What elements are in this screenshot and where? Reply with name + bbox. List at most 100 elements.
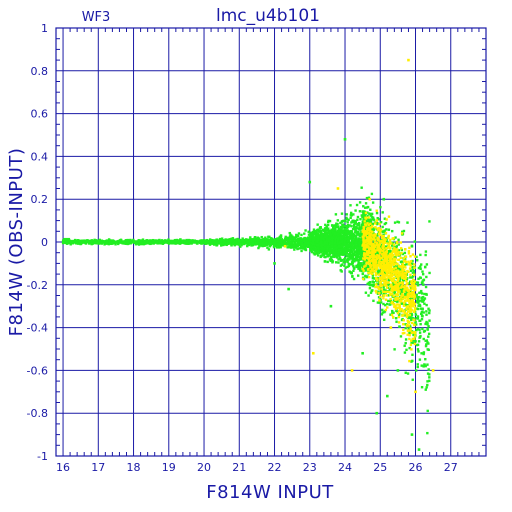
yellow-point: [401, 292, 404, 296]
green-point: [346, 237, 349, 240]
yellow-point: [399, 270, 402, 273]
green-point: [394, 268, 398, 271]
green-point: [277, 237, 280, 241]
green-point: [235, 239, 238, 242]
green-point: [190, 239, 194, 242]
yellow-point: [393, 305, 396, 309]
green-point: [378, 301, 381, 304]
green-point: [409, 312, 412, 315]
green-point: [350, 241, 354, 244]
green-point: [325, 247, 328, 250]
green-point: [338, 227, 341, 231]
yellow-point: [389, 276, 392, 280]
green-point: [336, 222, 339, 226]
green-point: [359, 262, 363, 265]
green-point: [339, 248, 343, 252]
yellow-point: [372, 238, 375, 241]
yellow-point: [405, 315, 409, 319]
green-point: [325, 251, 329, 254]
green-point: [368, 213, 372, 216]
green-point: [410, 316, 413, 319]
yellow-point: [392, 263, 396, 267]
green-point: [115, 241, 119, 244]
green-point: [347, 225, 350, 228]
green-point: [396, 266, 399, 270]
yellow-point: [367, 216, 370, 219]
green-point: [243, 242, 246, 246]
green-point: [341, 236, 344, 239]
green-point: [337, 236, 340, 239]
green-point: [341, 223, 344, 226]
green-point: [97, 241, 100, 244]
green-point: [173, 242, 176, 245]
yellow-point: [397, 283, 400, 286]
green-point: [395, 320, 398, 323]
green-point: [341, 234, 344, 238]
green-point: [247, 243, 250, 246]
green-point: [349, 232, 352, 236]
yellow-point: [367, 226, 370, 229]
yellow-point: [368, 237, 371, 240]
green-point: [315, 247, 318, 251]
green-point: [400, 248, 404, 252]
green-point: [357, 267, 360, 270]
yellow-point: [394, 251, 397, 254]
green-point: [208, 239, 212, 242]
green-point: [345, 213, 348, 216]
green-point: [160, 239, 164, 242]
green-point: [269, 239, 272, 243]
green-point: [231, 237, 234, 241]
green-point: [250, 238, 253, 241]
green-point: [332, 226, 335, 230]
yellow-point: [410, 321, 414, 325]
yellow-point: [378, 259, 381, 263]
green-point: [349, 256, 353, 260]
green-point: [89, 242, 92, 245]
green-point: [284, 235, 287, 239]
green-point: [354, 237, 358, 240]
green-point: [323, 247, 326, 250]
yellow-point: [397, 258, 400, 261]
green-point: [166, 239, 170, 243]
green-point: [358, 224, 361, 227]
green-point: [230, 237, 233, 241]
green-point: [349, 216, 352, 219]
green-point: [420, 318, 424, 321]
green-point: [354, 243, 357, 246]
green-point: [346, 265, 349, 269]
yellow-point: [406, 282, 409, 285]
green-point: [124, 241, 127, 244]
yellow-point: [374, 272, 378, 275]
green-point: [200, 242, 203, 245]
yellow-point: [409, 327, 412, 330]
green-point: [403, 251, 407, 255]
green-point: [347, 262, 350, 266]
green-point: [219, 237, 222, 241]
green-point: [395, 309, 398, 313]
yellow-point: [409, 273, 412, 277]
yellow-point: [388, 252, 392, 256]
yellow-point: [379, 280, 383, 284]
green-point: [318, 251, 321, 255]
yellow-point: [410, 294, 414, 297]
green-point: [346, 243, 349, 247]
green-point: [421, 295, 425, 299]
yellow-point: [375, 291, 378, 294]
green-point: [360, 223, 364, 226]
green-point: [79, 242, 82, 246]
green-point: [272, 238, 275, 242]
green-point: [330, 244, 334, 248]
yellow-point: [379, 278, 383, 281]
green-point: [314, 249, 317, 253]
green-point: [144, 242, 147, 245]
green-point: [116, 242, 120, 246]
green-point: [333, 247, 336, 251]
green-point: [358, 264, 361, 267]
green-point: [139, 241, 143, 244]
yellow-point: [382, 234, 385, 238]
yellow-point: [403, 309, 406, 313]
green-point: [387, 294, 390, 297]
green-point: [315, 251, 318, 254]
yellow-point: [387, 234, 390, 238]
green-point: [329, 231, 332, 235]
